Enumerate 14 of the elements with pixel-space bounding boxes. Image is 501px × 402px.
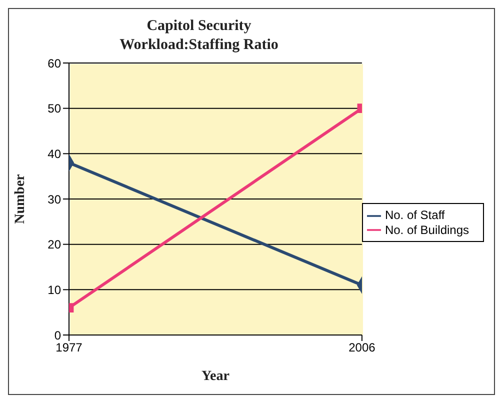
y-tick-label: 20 (48, 238, 62, 252)
y-tick-label: 10 (48, 282, 62, 297)
y-tick-label: 0 (54, 328, 62, 342)
x-tick-label: 1977 (56, 340, 83, 355)
y-tick-label: 30 (48, 192, 62, 206)
x-axis-title: Year (201, 369, 230, 384)
y-axis-title: Number (12, 174, 28, 224)
chart-title: Capitol Security Workload:Staffing Ratio (118, 17, 280, 55)
y-tick-label: 60 (48, 56, 62, 70)
x-tick-label: 2006 (348, 340, 376, 355)
y-tick-label: 50 (48, 102, 62, 116)
legend-label: No. of Buildings (384, 222, 469, 236)
legend-label: No. of Staff (384, 208, 445, 222)
y-tick-label: 40 (48, 146, 62, 161)
